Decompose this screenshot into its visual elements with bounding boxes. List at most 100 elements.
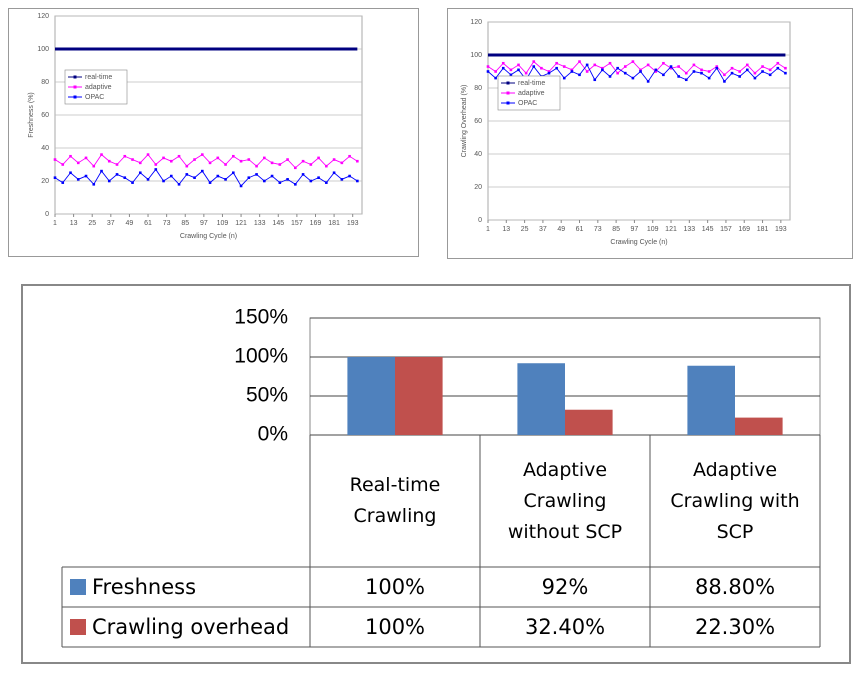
point — [294, 166, 297, 170]
point — [340, 161, 344, 165]
y-tick-label: 0 — [478, 217, 482, 224]
point — [631, 76, 635, 80]
point — [100, 169, 103, 173]
point — [578, 60, 581, 63]
legend-marker — [506, 91, 510, 95]
bar — [347, 357, 395, 435]
point — [146, 153, 150, 156]
x-tick-label: 85 — [181, 220, 189, 227]
point — [669, 65, 673, 68]
legend-label: adaptive — [85, 84, 112, 91]
y-tick-label: 50% — [246, 384, 288, 407]
point — [684, 71, 688, 75]
y-tick-label: 150% — [234, 306, 288, 329]
x-tick-label: 1 — [486, 226, 490, 233]
data-label: 32.40% — [525, 615, 605, 639]
y-tick-label: 120 — [470, 19, 482, 26]
bar — [735, 417, 783, 435]
point — [193, 176, 196, 179]
point — [255, 164, 258, 168]
category-wrap: Adaptive Crawling with SCP — [660, 435, 810, 567]
point — [69, 154, 72, 158]
point — [768, 68, 772, 72]
y-tick-label: 80 — [474, 85, 482, 92]
point — [309, 163, 313, 166]
x-tick-label: 25 — [88, 220, 96, 227]
point — [270, 174, 274, 178]
legend-marker — [73, 95, 77, 99]
point — [162, 179, 165, 183]
point — [616, 66, 619, 70]
point — [662, 61, 665, 65]
point — [356, 159, 359, 163]
point — [547, 71, 551, 75]
point — [200, 169, 204, 173]
point — [723, 80, 726, 83]
x-tick-label: 85 — [612, 226, 620, 233]
x-tick-label: 169 — [738, 226, 750, 233]
bar — [687, 365, 735, 435]
point — [662, 73, 665, 77]
data-label: 100% — [365, 615, 425, 639]
point — [92, 183, 96, 186]
point — [69, 171, 72, 175]
point — [677, 65, 680, 68]
y-tick-label: 20 — [41, 178, 49, 185]
point — [247, 176, 251, 179]
x-tick-label: 193 — [775, 226, 787, 233]
point — [216, 174, 220, 178]
point — [654, 70, 658, 73]
x-tick-label: 181 — [328, 220, 340, 227]
legend-label: real-time — [85, 74, 112, 81]
point — [154, 163, 158, 166]
point — [715, 65, 719, 68]
point — [707, 76, 711, 80]
legend-marker — [73, 85, 77, 89]
data-label: 88.80% — [695, 575, 775, 599]
x-axis-title: Crawling Cycle (n) — [180, 233, 237, 240]
point — [753, 71, 757, 75]
point — [263, 156, 266, 160]
point — [169, 174, 173, 178]
x-tick-label: 145 — [272, 220, 284, 227]
x-tick-label: 25 — [521, 226, 529, 233]
point — [193, 158, 196, 161]
point — [692, 70, 696, 73]
point — [776, 61, 780, 65]
point — [131, 181, 134, 184]
point — [677, 75, 680, 78]
point — [692, 63, 696, 67]
x-tick-label: 1 — [53, 220, 57, 227]
point — [107, 159, 111, 163]
point — [294, 183, 297, 186]
point — [730, 66, 734, 70]
x-tick-label: 13 — [502, 226, 510, 233]
x-tick-label: 61 — [144, 220, 152, 227]
point — [738, 75, 741, 78]
category-wrap: Real-time Crawling — [320, 435, 470, 567]
point — [730, 71, 734, 75]
y-tick-label: 60 — [474, 118, 482, 125]
point — [700, 68, 703, 72]
bar — [565, 409, 613, 435]
point — [76, 161, 80, 165]
point — [555, 61, 558, 65]
x-tick-label: 73 — [163, 220, 171, 227]
point — [53, 176, 57, 179]
x-tick-label: 157 — [720, 226, 732, 233]
x-tick-label: Real-time Crawling — [349, 474, 441, 527]
point — [115, 173, 119, 176]
x-tick-label: 49 — [557, 226, 565, 233]
point — [76, 178, 80, 181]
point — [540, 66, 543, 70]
y-tick-label: 0% — [258, 423, 288, 446]
point — [532, 65, 536, 68]
category-wrap: Adaptive Crawling without SCP — [490, 435, 640, 567]
x-tick-label: 169 — [310, 220, 322, 227]
point — [340, 178, 344, 181]
point — [185, 173, 189, 176]
point — [509, 73, 513, 77]
point — [684, 78, 688, 82]
point — [332, 158, 336, 161]
